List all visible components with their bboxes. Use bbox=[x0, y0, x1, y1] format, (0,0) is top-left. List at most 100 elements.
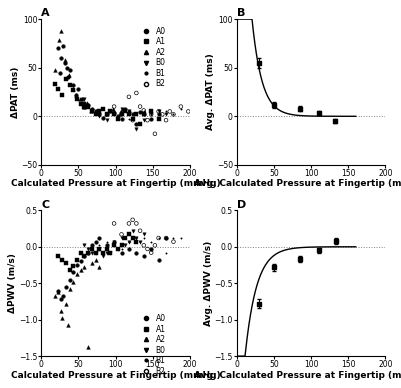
Point bbox=[103, 111, 109, 118]
Point bbox=[81, 104, 87, 110]
Point bbox=[156, 116, 162, 122]
Point bbox=[85, 249, 91, 256]
Point bbox=[59, 257, 65, 263]
Point bbox=[133, 121, 140, 127]
Point bbox=[62, 57, 68, 63]
Point bbox=[96, 246, 103, 252]
Point bbox=[81, 253, 88, 259]
Point bbox=[74, 262, 80, 268]
Point bbox=[178, 106, 184, 112]
Point bbox=[170, 239, 177, 245]
Point bbox=[111, 242, 117, 248]
Point bbox=[316, 247, 322, 253]
Point bbox=[111, 111, 117, 118]
Point bbox=[69, 86, 76, 92]
Point bbox=[85, 344, 91, 350]
Point bbox=[67, 82, 73, 88]
Point bbox=[130, 217, 136, 223]
Point bbox=[170, 111, 177, 118]
Point bbox=[126, 109, 132, 116]
Point bbox=[75, 86, 82, 92]
Point bbox=[133, 90, 140, 96]
Point bbox=[137, 121, 143, 127]
Point bbox=[148, 108, 154, 114]
Point bbox=[141, 235, 147, 241]
Point bbox=[156, 111, 162, 118]
Point bbox=[297, 256, 303, 262]
Point bbox=[126, 246, 132, 252]
Point bbox=[137, 239, 143, 245]
Point bbox=[92, 111, 99, 118]
Point bbox=[137, 228, 143, 234]
Y-axis label: Avg. ΔPWV (m/s): Avg. ΔPWV (m/s) bbox=[204, 241, 213, 326]
Point bbox=[89, 249, 95, 256]
Point bbox=[103, 239, 110, 245]
Point bbox=[148, 116, 154, 122]
Point bbox=[81, 242, 88, 248]
Point bbox=[156, 111, 162, 118]
Point bbox=[103, 242, 110, 248]
Point bbox=[118, 116, 125, 122]
X-axis label: Avg. Calculated Pressure at Fingertip (mmHg): Avg. Calculated Pressure at Fingertip (m… bbox=[194, 371, 401, 380]
Point bbox=[84, 100, 91, 106]
Point bbox=[156, 108, 162, 114]
Point bbox=[57, 308, 64, 314]
Point bbox=[70, 87, 77, 93]
Point bbox=[141, 253, 147, 259]
Y-axis label: ΔPWV (m/s): ΔPWV (m/s) bbox=[8, 253, 17, 313]
Point bbox=[110, 106, 117, 112]
Point bbox=[92, 239, 99, 245]
Point bbox=[297, 106, 303, 112]
Point bbox=[118, 111, 125, 118]
Point bbox=[130, 228, 136, 234]
Point bbox=[107, 249, 113, 256]
Point bbox=[122, 108, 128, 114]
Point bbox=[81, 264, 88, 270]
Point bbox=[159, 111, 166, 118]
Point bbox=[58, 28, 65, 34]
Point bbox=[89, 242, 95, 248]
Point bbox=[148, 111, 154, 118]
Point bbox=[126, 116, 132, 122]
Point bbox=[130, 235, 136, 241]
Point bbox=[55, 288, 62, 294]
Point bbox=[67, 267, 73, 273]
Point bbox=[178, 104, 184, 110]
Point bbox=[256, 60, 263, 66]
Point bbox=[81, 96, 88, 102]
Point bbox=[148, 246, 154, 252]
Point bbox=[111, 239, 117, 245]
Point bbox=[126, 231, 132, 237]
Point bbox=[92, 108, 99, 114]
Point bbox=[100, 115, 106, 121]
Point bbox=[166, 108, 173, 114]
Point bbox=[63, 301, 69, 307]
Point bbox=[141, 231, 147, 237]
Point bbox=[66, 73, 72, 79]
Point bbox=[96, 113, 103, 120]
Point bbox=[133, 126, 140, 132]
Point bbox=[111, 239, 117, 245]
Point bbox=[141, 242, 147, 248]
Point bbox=[170, 235, 177, 241]
Point bbox=[77, 100, 84, 107]
Point bbox=[152, 131, 158, 137]
X-axis label: Avg. Calculated Pressure at Fingertip (mmHg): Avg. Calculated Pressure at Fingertip (m… bbox=[194, 179, 401, 189]
Point bbox=[60, 293, 66, 300]
Point bbox=[96, 264, 103, 270]
Point bbox=[118, 242, 125, 248]
Text: A: A bbox=[41, 8, 50, 18]
Point bbox=[67, 67, 73, 73]
Point bbox=[141, 117, 147, 123]
Point bbox=[55, 253, 62, 259]
Point bbox=[133, 239, 140, 245]
Point bbox=[141, 111, 147, 118]
Point bbox=[118, 111, 125, 118]
Point bbox=[89, 108, 95, 114]
Point bbox=[170, 111, 177, 118]
Point bbox=[77, 249, 84, 256]
Point bbox=[111, 242, 117, 248]
Point bbox=[156, 257, 162, 263]
Point bbox=[148, 116, 154, 122]
Point bbox=[74, 96, 80, 102]
